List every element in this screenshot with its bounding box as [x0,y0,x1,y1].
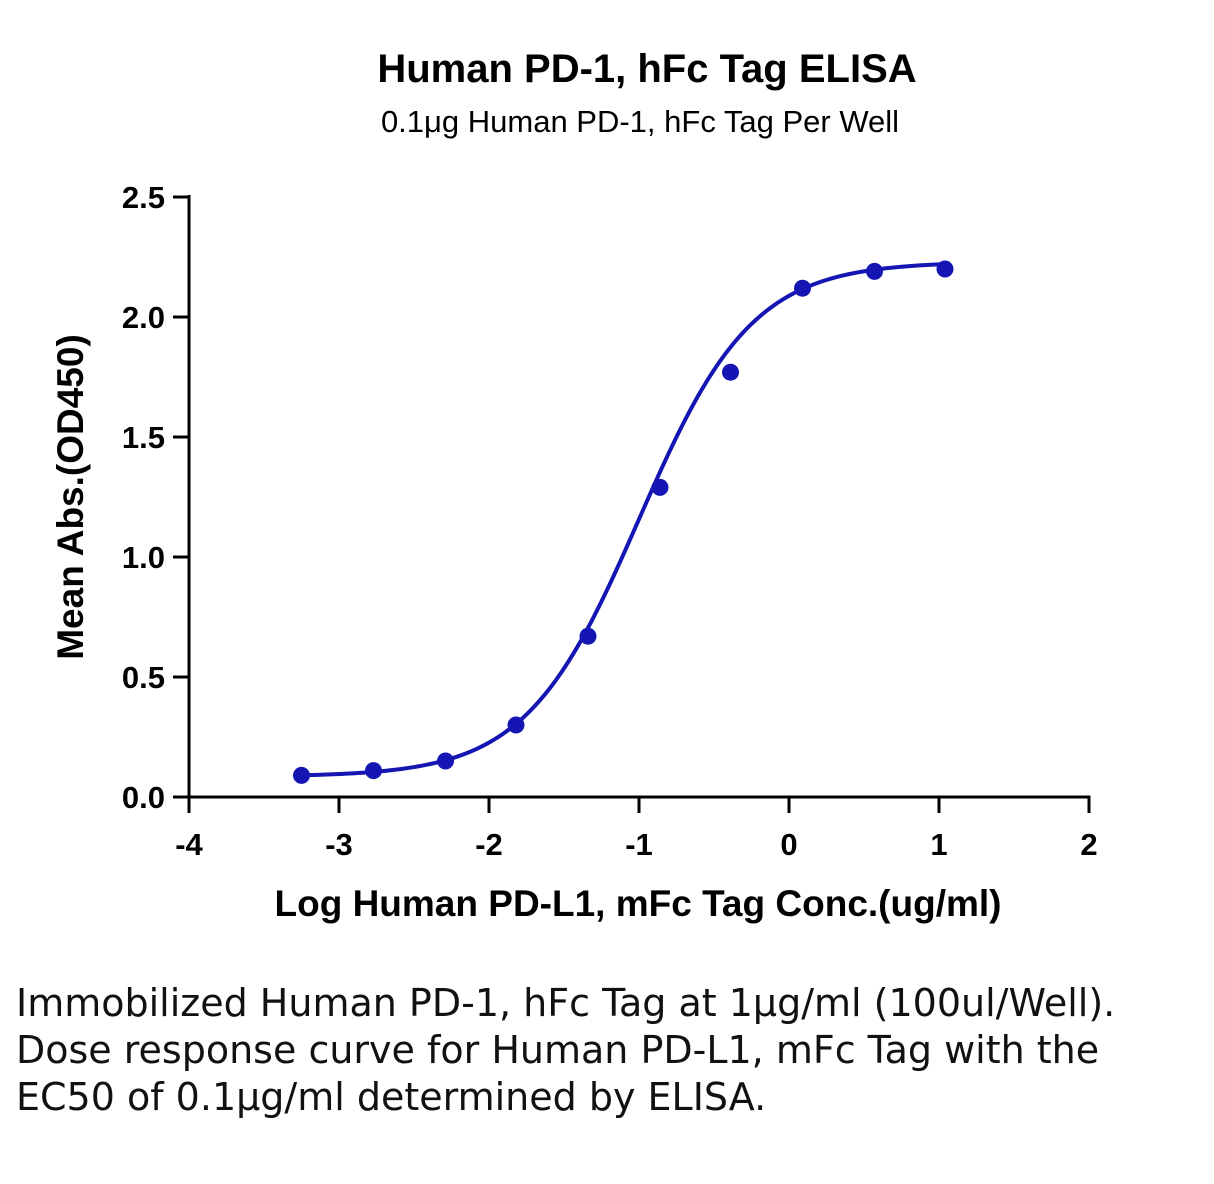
x-tick-label: 1 [930,827,947,862]
y-tick-label: 2.0 [122,300,165,335]
y-tick-label: 1.5 [122,420,165,455]
x-tick-label: 2 [1080,827,1097,862]
figure-caption: Immobilized Human PD-1, hFc Tag at 1μg/m… [16,981,1116,1119]
chart-figure: Human PD-1, hFc Tag ELISA 0.1μg Human PD… [50,47,1098,924]
data-point [651,478,669,496]
y-tick-label: 0.0 [122,780,165,815]
data-point [794,279,811,297]
data-point [437,752,454,770]
chart-title: Human PD-1, hFc Tag ELISA [377,47,916,91]
x-tick-label: -4 [175,827,203,862]
plot-area: 0.0 0.5 1.0 1.5 2.0 2.5 -4 -3 -2 -1 0 1 2 [122,180,1098,862]
data-point [507,716,525,734]
x-tick-label: -3 [325,827,353,862]
data-point [866,262,883,280]
y-tick-label: 0.5 [122,660,165,695]
data-point [579,627,597,645]
y-axis-title: Mean Abs.(OD450) [50,334,91,660]
chart-subtitle: 0.1μg Human PD-1, hFc Tag Per Well [381,104,899,139]
x-axis-title: Log Human PD-L1, mFc Tag Conc.(ug/ml) [275,883,1002,924]
fit-curve [299,262,947,778]
y-tick-label: 1.0 [122,540,165,575]
data-point [722,363,739,381]
x-tick-label: -1 [625,827,653,862]
x-tick-label: -2 [475,827,503,862]
x-tick-label: 0 [780,827,797,862]
y-tick-label: 2.5 [122,180,165,215]
data-point [365,762,382,780]
data-point [293,766,310,784]
data-point [936,260,954,278]
